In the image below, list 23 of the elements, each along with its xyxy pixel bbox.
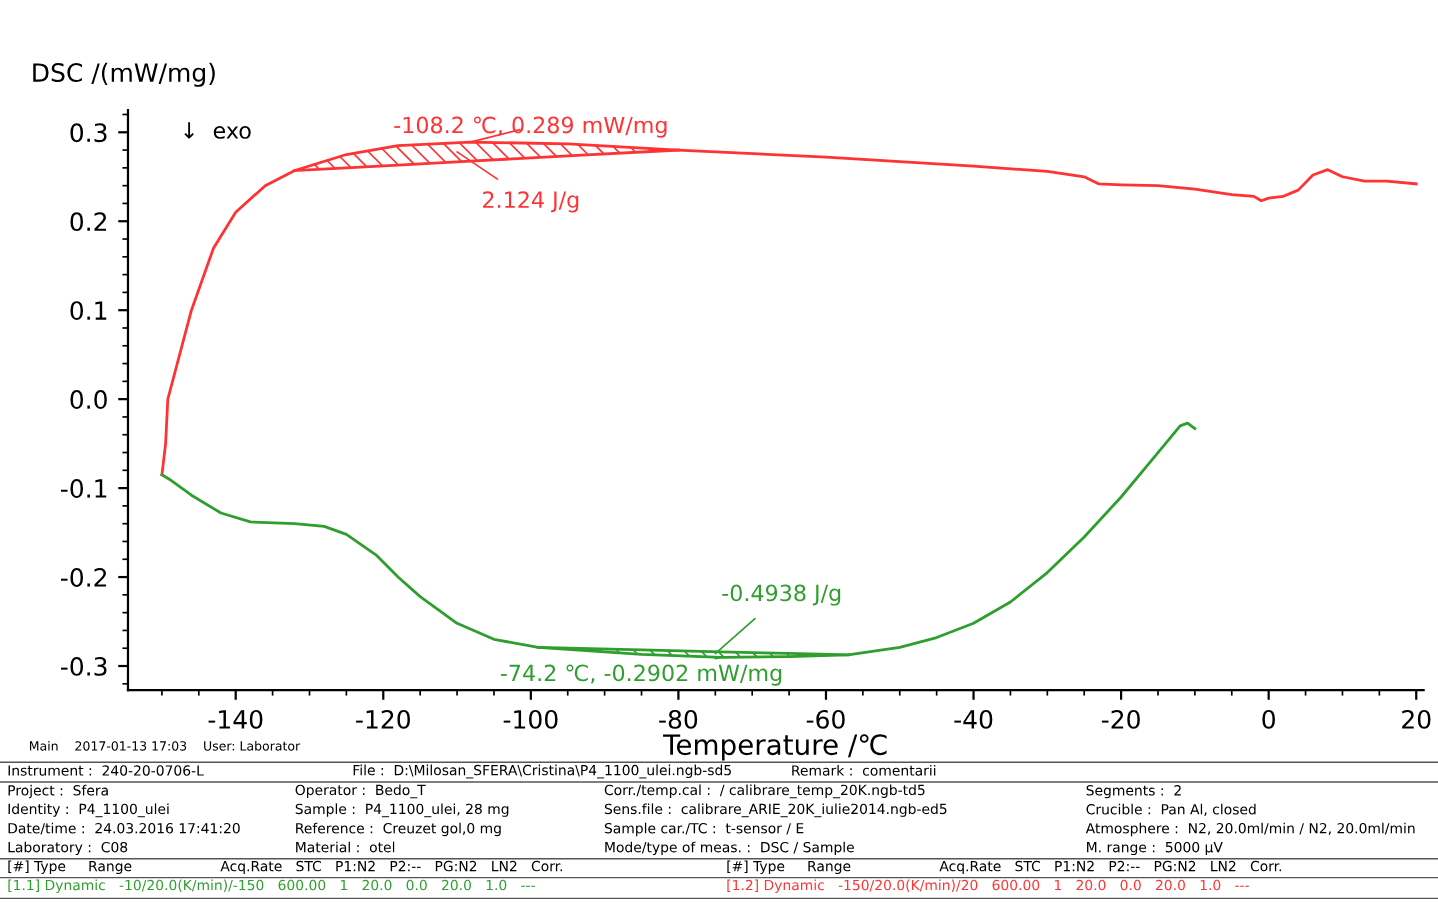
y-axis-title: DSC /(mW/mg) [33, 62, 215, 87]
x-tick-label: 20 [1402, 709, 1431, 729]
y-tick-label: -0.1 [60, 479, 107, 498]
x-tick-label: 0 [1262, 709, 1275, 729]
x-tick-label: -100 [503, 709, 558, 729]
y-tick-label: -0.2 [60, 568, 107, 587]
y-tick-label: 0.3 [70, 123, 107, 143]
annotation: -108.2 ℃, 0.289 mW/mg [394, 116, 667, 138]
annotation: -74.2 ℃, -0.2902 mW/mg [500, 664, 782, 686]
annotation: 2.124 J/g [483, 191, 579, 213]
annotation: -0.4938 J/g [722, 584, 841, 606]
y-tick-label: 0.2 [70, 212, 107, 232]
x-tick-label: -80 [659, 709, 698, 729]
x-tick-label: -140 [208, 709, 263, 729]
annotation: ↓ exo [184, 122, 251, 139]
y-tick-label: 0.1 [70, 301, 107, 321]
x-tick-label: -40 [954, 709, 993, 729]
x-tick-label: -120 [356, 709, 410, 729]
x-tick-label: -60 [806, 709, 845, 729]
y-tick-label: 0.0 [70, 390, 107, 409]
y-tick-label: -0.3 [60, 656, 107, 676]
x-axis-title: Temperature /℃ [663, 734, 887, 761]
x-tick-label: -20 [1101, 709, 1140, 729]
